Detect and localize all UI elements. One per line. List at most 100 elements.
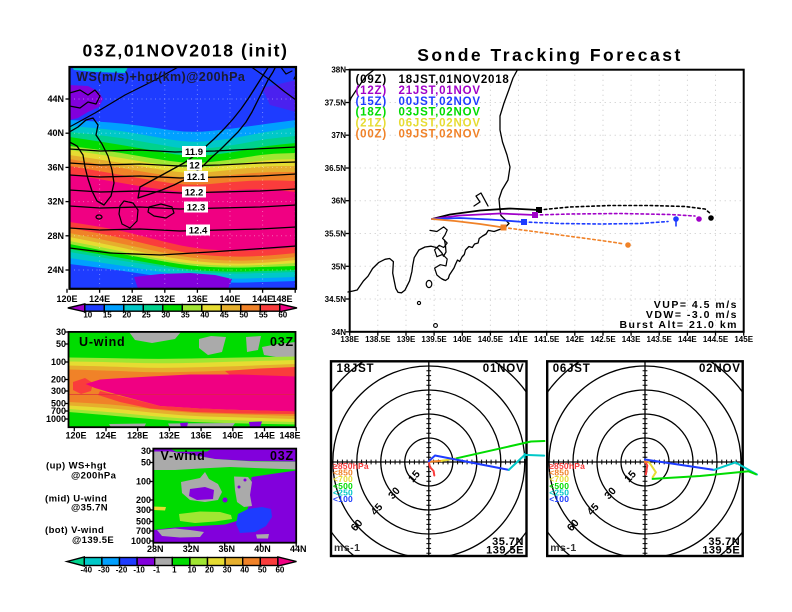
svg-text:143.5E: 143.5E: [647, 335, 673, 344]
svg-text:(bot) V-wind: (bot) V-wind: [45, 525, 104, 536]
svg-text:300: 300: [136, 505, 151, 515]
svg-text:141E: 141E: [509, 335, 528, 344]
svg-text:U-wind: U-wind: [79, 335, 125, 349]
svg-text:(up) WS+hgt: (up) WS+hgt: [46, 461, 107, 472]
svg-text:500: 500: [51, 399, 66, 409]
svg-text:32N: 32N: [47, 197, 64, 207]
svg-text:18JST,01NOV2018: 18JST,01NOV2018: [399, 74, 510, 86]
svg-text:10: 10: [187, 566, 196, 575]
svg-text:36N: 36N: [47, 162, 64, 172]
svg-text:138E: 138E: [340, 335, 359, 344]
svg-text:36.5N: 36.5N: [325, 164, 347, 173]
svg-text:148E: 148E: [271, 294, 292, 304]
svg-text:37.5N: 37.5N: [325, 99, 347, 108]
svg-text:(18Z): (18Z): [356, 107, 387, 119]
svg-text:12: 12: [189, 161, 200, 172]
svg-text:100: 100: [136, 477, 151, 487]
svg-text:25: 25: [142, 311, 151, 320]
svg-text:50: 50: [239, 311, 248, 320]
svg-text:139.5E: 139.5E: [486, 545, 524, 557]
svg-text:15: 15: [406, 468, 423, 485]
svg-text:40N: 40N: [47, 128, 64, 138]
svg-text:35.5N: 35.5N: [325, 230, 347, 239]
svg-text:15: 15: [103, 311, 112, 320]
svg-text:Sonde Tracking Forecast: Sonde Tracking Forecast: [417, 45, 683, 65]
svg-text:<500: <500: [549, 481, 569, 491]
svg-text:03JST,02NOV: 03JST,02NOV: [399, 107, 481, 119]
svg-text:28N: 28N: [147, 544, 164, 554]
svg-text:45: 45: [585, 501, 602, 518]
svg-text:<850: <850: [333, 468, 353, 478]
svg-text:40: 40: [240, 566, 249, 575]
svg-text:<250: <250: [333, 487, 353, 497]
svg-text:03Z: 03Z: [270, 335, 294, 349]
svg-text:(15Z): (15Z): [356, 96, 387, 108]
svg-text:124E: 124E: [89, 294, 110, 304]
svg-text:36N: 36N: [218, 544, 235, 554]
svg-text:10: 10: [83, 311, 92, 320]
svg-text:00JST,02NOV: 00JST,02NOV: [399, 96, 481, 108]
svg-text:55: 55: [259, 311, 268, 320]
svg-text:11.9: 11.9: [185, 147, 203, 158]
svg-text:28N: 28N: [47, 231, 64, 241]
svg-text:20: 20: [122, 311, 131, 320]
svg-text:44N: 44N: [47, 94, 64, 104]
svg-text:60: 60: [275, 566, 284, 575]
svg-text:1000: 1000: [46, 414, 66, 424]
svg-text:128E: 128E: [127, 431, 148, 441]
svg-text:34.5N: 34.5N: [325, 295, 347, 304]
svg-text:21JST,01NOV: 21JST,01NOV: [399, 85, 481, 97]
svg-text:45: 45: [220, 311, 229, 320]
svg-text:-10: -10: [133, 566, 145, 575]
svg-text:120E: 120E: [56, 294, 77, 304]
svg-text:700: 700: [136, 526, 151, 536]
svg-text:V-wind: V-wind: [161, 449, 206, 463]
svg-text:<700: <700: [333, 474, 353, 484]
svg-text:36N: 36N: [331, 197, 346, 206]
svg-text:35: 35: [181, 311, 190, 320]
svg-text:45: 45: [369, 501, 386, 518]
svg-text:50: 50: [258, 566, 267, 575]
svg-text:09JST,02NOV: 09JST,02NOV: [399, 129, 481, 141]
svg-text:35.7N: 35.7N: [708, 536, 740, 548]
svg-text:-40: -40: [81, 566, 93, 575]
svg-text:<850: <850: [549, 468, 569, 478]
svg-text:<250: <250: [549, 487, 569, 497]
svg-text:136E: 136E: [191, 431, 212, 441]
svg-text:(09Z): (09Z): [356, 74, 387, 86]
svg-text:35.7N: 35.7N: [492, 536, 524, 548]
svg-text:30: 30: [141, 446, 151, 456]
svg-text:700: 700: [51, 406, 66, 416]
svg-text:03Z: 03Z: [270, 449, 294, 463]
svg-text:200: 200: [51, 375, 66, 385]
svg-text:02NOV: 02NOV: [699, 363, 741, 375]
svg-text:(mid) U-wind: (mid) U-wind: [45, 494, 107, 505]
svg-text:ms-1: ms-1: [334, 542, 361, 554]
svg-text:24N: 24N: [47, 265, 64, 275]
svg-text:03Z,01NOV2018 (init): 03Z,01NOV2018 (init): [82, 41, 288, 61]
svg-text:06JST: 06JST: [553, 363, 591, 375]
svg-text:ms-1: ms-1: [550, 542, 577, 554]
svg-text:<100: <100: [333, 494, 353, 504]
svg-text:136E: 136E: [187, 294, 208, 304]
svg-text:144E: 144E: [678, 335, 697, 344]
svg-text:@35.7N: @35.7N: [71, 503, 108, 514]
svg-text:38N: 38N: [331, 66, 346, 75]
svg-text:20: 20: [205, 566, 214, 575]
svg-text:@139.5E: @139.5E: [72, 535, 114, 546]
svg-text:139.5E: 139.5E: [421, 335, 447, 344]
svg-text:34N: 34N: [331, 328, 346, 337]
svg-text:300: 300: [51, 386, 66, 396]
svg-text:140.5E: 140.5E: [478, 335, 504, 344]
svg-text:200: 200: [136, 495, 151, 505]
svg-text:1: 1: [172, 566, 177, 575]
svg-text:-20: -20: [116, 566, 128, 575]
svg-text:Burst Alt= 21.0 km: Burst Alt= 21.0 km: [619, 319, 738, 331]
svg-text:<500: <500: [333, 481, 353, 491]
svg-text:15: 15: [622, 468, 639, 485]
svg-text:140E: 140E: [453, 335, 472, 344]
svg-text:35N: 35N: [331, 262, 346, 271]
svg-text:140E: 140E: [222, 431, 243, 441]
svg-text:≥850hPa: ≥850hPa: [333, 461, 369, 471]
svg-text:18JST: 18JST: [337, 363, 375, 375]
